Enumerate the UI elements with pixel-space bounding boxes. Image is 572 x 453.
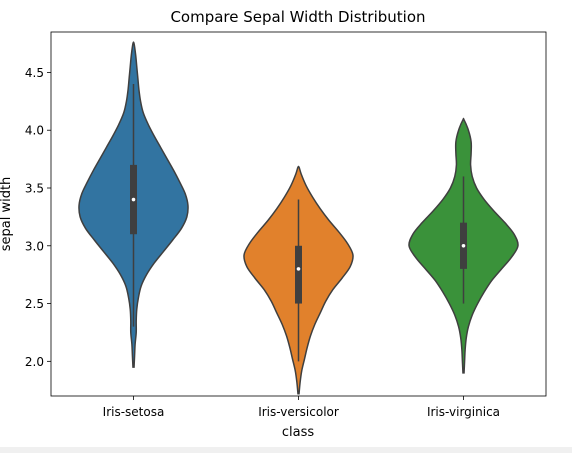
y-tick-label: 2.0 [25,355,44,369]
y-axis: 2.0 2.5 3.0 3.5 4.0 4.5 [25,66,51,369]
bottom-strip [0,447,572,453]
violin-iqr-box-iris-versicolor [295,245,302,304]
y-tick-label: 2.5 [25,297,44,311]
violin-median-iris-versicolor [296,267,301,271]
x-tick-label: Iris-versicolor [258,405,339,419]
violins-layer [78,41,519,395]
y-tick-label: 3.0 [25,239,44,253]
y-tick-label: 4.0 [25,124,44,138]
chart-title: Compare Sepal Width Distribution [170,8,425,26]
violin-median-iris-setosa [131,197,136,202]
y-tick-label: 4.5 [25,66,44,80]
y-axis-label: sepal width [0,177,14,252]
x-axis-label: class [282,425,314,440]
violin-median-iris-virginica [461,243,466,248]
x-tick-label: Iris-virginica [427,405,500,419]
x-tick-label: Iris-setosa [103,405,165,419]
y-tick-label: 3.5 [25,182,44,196]
x-axis: Iris-setosa Iris-versicolor Iris-virginica [103,396,500,419]
